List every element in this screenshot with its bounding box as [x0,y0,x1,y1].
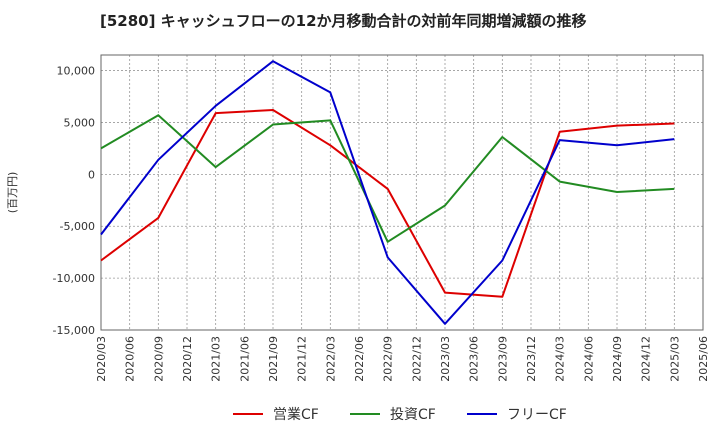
x-tick-label: 2024/06 [582,336,595,382]
x-tick-label: 2021/12 [296,336,309,382]
x-tick-label: 2024/12 [640,336,653,382]
x-tick-label: 2021/03 [210,336,223,382]
series-line-2 [100,114,675,243]
legend-label-3: フリーCF [507,407,567,423]
plot-area [101,55,703,330]
x-tick-label: 2022/09 [382,336,395,382]
x-tick-label: 2022/03 [324,336,337,382]
x-tick-label: 2021/09 [267,336,280,382]
y-tick-label: 10,000 [57,65,96,78]
x-tick-label: 2024/03 [554,336,567,382]
x-tick-label: 2020/12 [181,336,194,382]
x-tick-label: 2025/06 [697,336,710,382]
series-line-1 [100,109,675,298]
x-tick-label: 2021/06 [238,336,251,382]
y-tick-label: -15,000 [53,324,95,337]
y-tick-label: -5,000 [60,220,95,233]
x-tick-label: 2023/09 [496,336,509,382]
x-tick-label: 2020/09 [152,336,165,382]
x-tick-label: 2022/12 [410,336,423,382]
x-tick-label: 2024/09 [611,336,624,382]
x-tick-label: 2023/12 [525,336,538,382]
chart-title: [5280] キャッシュフローの12か月移動合計の対前年同期増減額の推移 [100,12,587,30]
legend-label-2: 投資CF [390,407,436,423]
y-tick-label: 0 [88,168,95,181]
x-tick-label: 2020/06 [124,336,137,382]
x-tick-label: 2020/03 [95,336,108,382]
y-tick-label: 5,000 [64,116,96,129]
series-line-3 [100,60,675,325]
x-tick-label: 2025/03 [668,336,681,382]
x-tick-label: 2023/06 [468,336,481,382]
x-tick-label: 2022/06 [353,336,366,382]
y-tick-label: -10,000 [53,272,95,285]
legend-label-1: 営業CF [273,407,319,423]
x-tick-label: 2023/03 [439,336,452,382]
plot-frame [100,54,704,331]
y-axis-label: (百万円) [6,172,19,214]
